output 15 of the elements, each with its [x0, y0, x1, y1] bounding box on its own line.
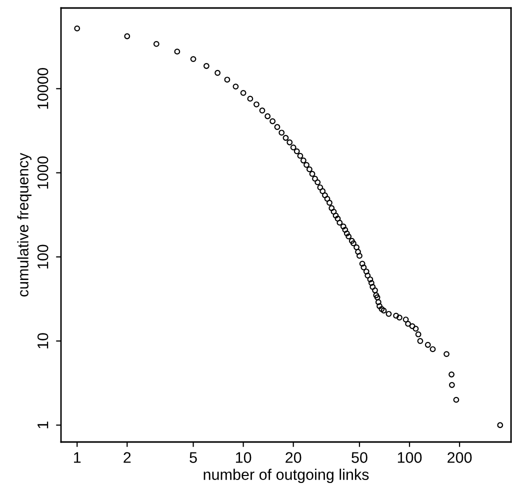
x-tick-label: 5 — [190, 452, 197, 463]
x-tick-label: 10 — [236, 452, 252, 463]
x-axis-title: number of outgoing links — [204, 468, 369, 483]
x-tick-label: 100 — [398, 452, 422, 463]
y-tick-label: 100 — [37, 244, 48, 268]
y-axis-title: cumulative frequency — [17, 152, 32, 297]
x-tick-label: 1 — [74, 452, 81, 463]
y-tick-label: 1000 — [37, 156, 48, 189]
x-tick-label: 200 — [448, 452, 472, 463]
x-tick-label: 50 — [352, 452, 368, 463]
x-tick-label: 2 — [124, 452, 131, 463]
x-tick-label: 20 — [286, 452, 302, 463]
y-tick-label: 10000 — [37, 68, 48, 109]
y-tick-label: 1 — [38, 422, 48, 428]
y-tick-label: 10 — [37, 333, 48, 348]
